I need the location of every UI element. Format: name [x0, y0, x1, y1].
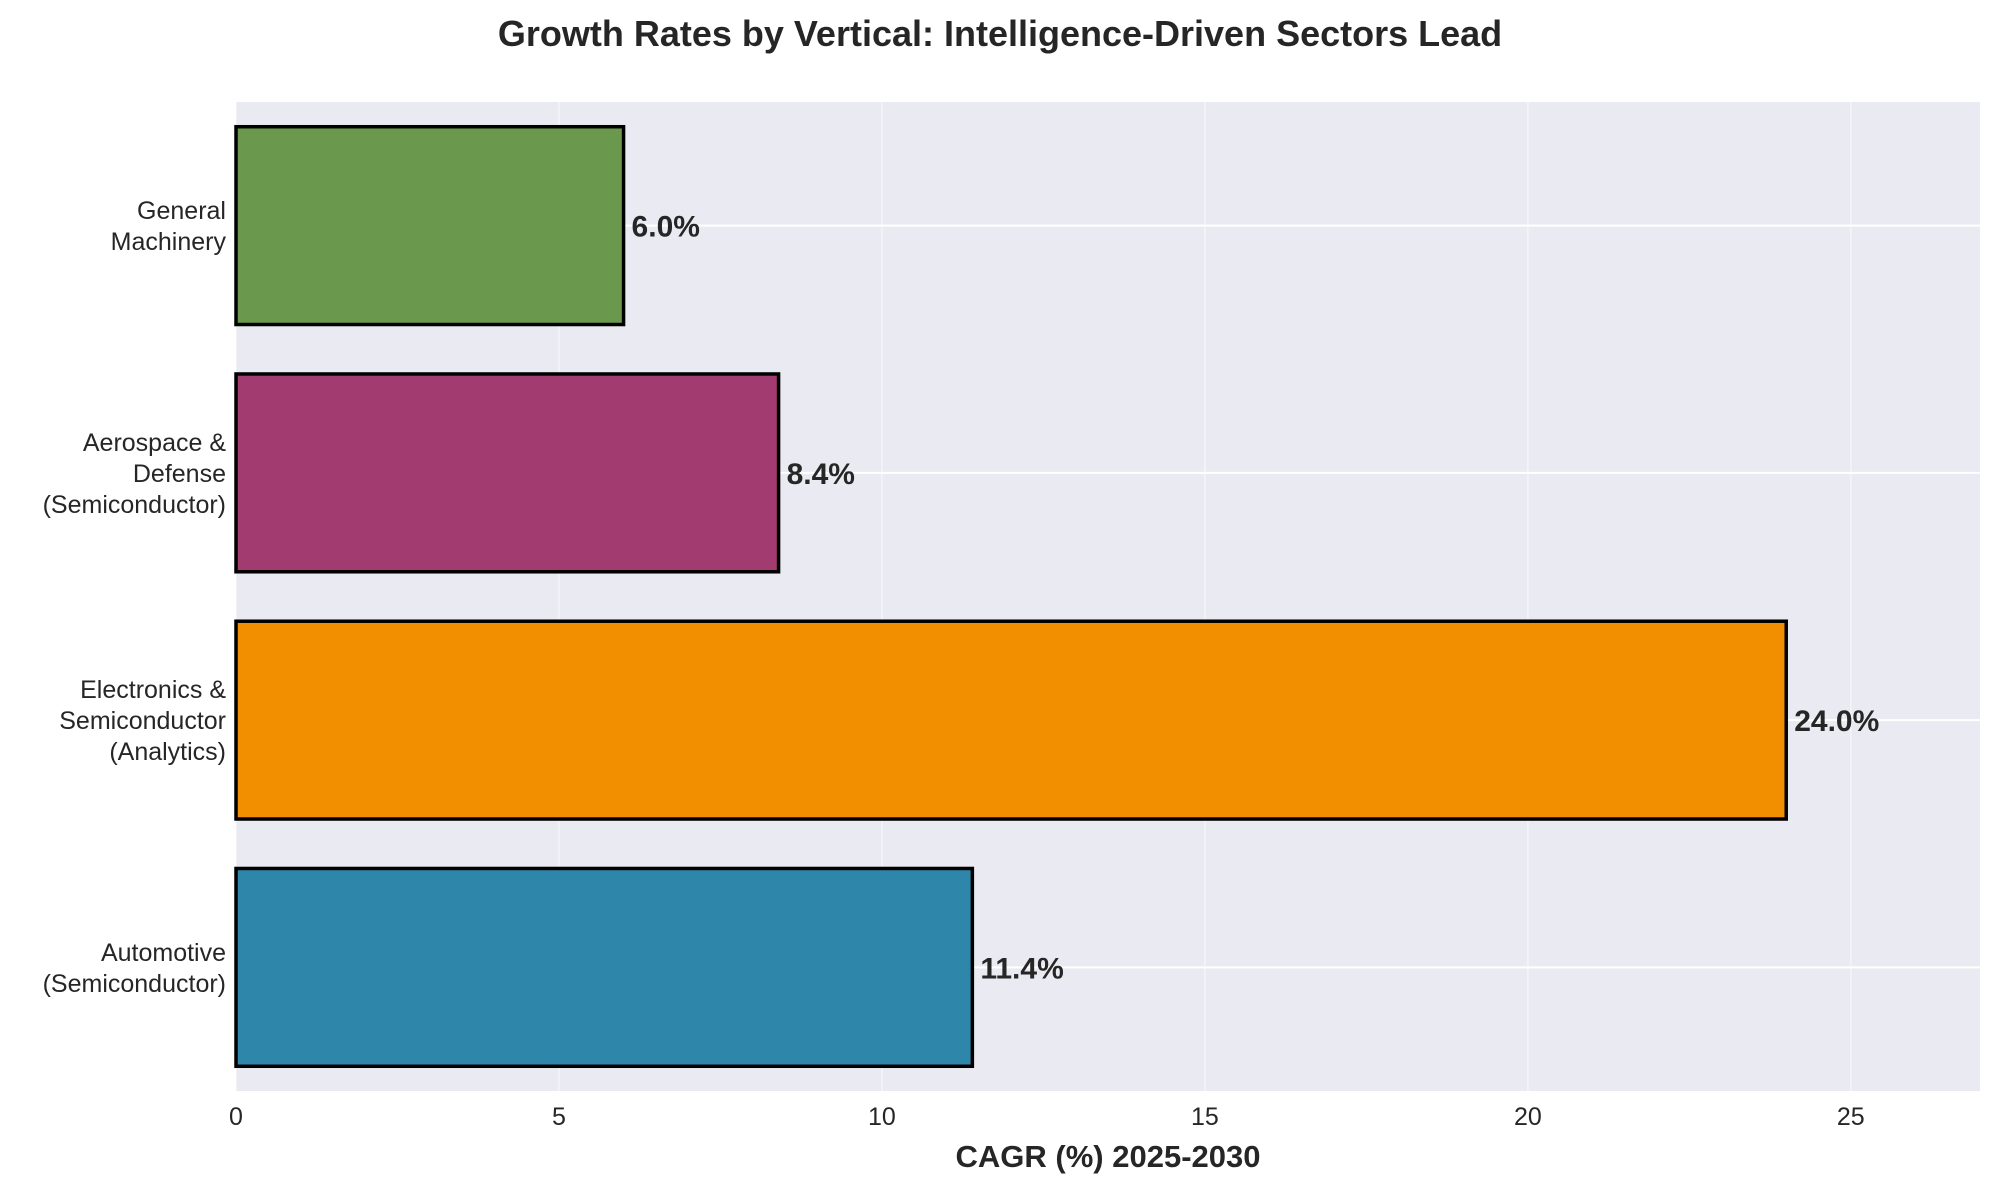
y-tick-label-line: Automotive: [101, 939, 226, 967]
y-tick-label-line: Electronics &: [80, 676, 226, 704]
y-tick-label-line: Defense: [133, 460, 226, 488]
x-tick-labels: 0 5 10 15 20 25: [229, 1103, 1865, 1131]
bar: [234, 866, 975, 1069]
x-tick-label: 15: [1191, 1103, 1219, 1131]
bar: [234, 372, 781, 574]
data-label: 8.4%: [787, 458, 855, 491]
y-tick-label-line: (Semiconductor): [43, 491, 226, 519]
y-tick-label-line: (Semiconductor): [43, 970, 226, 998]
x-tick-label: 25: [1837, 1103, 1865, 1131]
y-tick-label: Electronics & Semiconductor (Analytics): [59, 676, 226, 766]
bar: [234, 124, 626, 327]
x-tick-label: 5: [552, 1103, 566, 1131]
y-tick-label: General Machinery: [111, 197, 227, 256]
chart-title: Growth Rates by Vertical: Intelligence-D…: [498, 13, 1502, 54]
y-tick-label-line: (Analytics): [109, 738, 226, 766]
data-labels: 6.0% 8.4% 24.0% 11.4%: [632, 211, 1880, 986]
y-tick-label-line: General: [137, 197, 226, 225]
x-tick-label: 0: [229, 1103, 243, 1131]
x-tick-label: 10: [868, 1103, 896, 1131]
x-axis-label: CAGR (%) 2025-2030: [956, 1139, 1261, 1174]
bar: [234, 619, 1788, 821]
data-label: 11.4%: [980, 952, 1063, 985]
y-tick-label-line: Aerospace &: [83, 429, 226, 457]
y-tick-labels: General Machinery Aerospace & Defense (Semic…: [43, 197, 227, 998]
data-label: 6.0%: [632, 211, 700, 244]
x-tick-label: 20: [1514, 1103, 1542, 1131]
y-tick-label-line: Machinery: [111, 228, 227, 256]
bars: [234, 124, 1788, 1069]
y-tick-label-line: Semiconductor: [59, 707, 226, 735]
data-label: 24.0%: [1794, 705, 1879, 738]
y-tick-label: Aerospace & Defense (Semiconductor): [43, 429, 227, 519]
y-tick-label: Automotive (Semiconductor): [43, 939, 226, 998]
